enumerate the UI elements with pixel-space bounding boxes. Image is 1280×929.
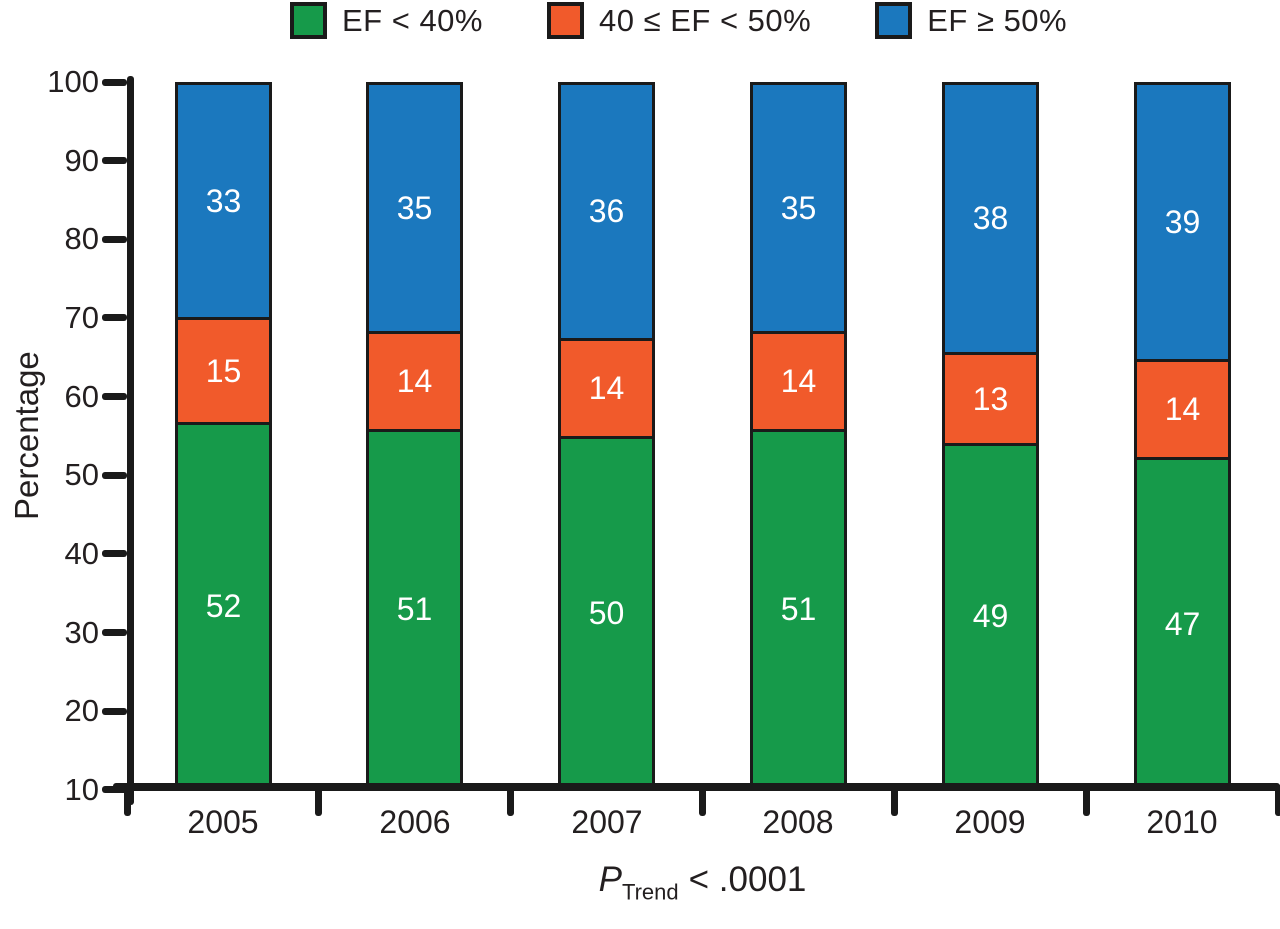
x-tick-label-2006: 2006: [379, 804, 451, 840]
x-tick-mark: [124, 785, 131, 816]
segment-ef-40-50: 14: [561, 337, 652, 436]
legend-swatch-blue-icon: [875, 2, 913, 39]
bar-2007: 36 14 50: [558, 82, 655, 790]
y-tick-mark: [102, 786, 127, 793]
bar-2006: 35 14 51: [366, 82, 463, 790]
segment-value-label: 35: [396, 189, 433, 226]
x-tick-mark: [891, 785, 898, 816]
y-axis-title: Percentage: [8, 351, 45, 521]
segment-value-label: 15: [205, 352, 242, 389]
p-symbol: P: [598, 860, 622, 899]
segment-value-label: 39: [1164, 203, 1201, 240]
segment-value-label: 47: [1164, 605, 1201, 642]
legend-item-ef-ge-50: EF ≥ 50%: [875, 2, 1067, 39]
segment-ef-40-50: 14: [369, 330, 460, 429]
bar-2008: 35 14 51: [750, 82, 847, 790]
segment-ef-ge-50: 35: [369, 85, 460, 331]
legend: EF < 40% 40 ≤ EF < 50% EF ≥ 50%: [290, 2, 1067, 39]
y-tick-mark: [102, 550, 127, 557]
x-tick-mark: [1275, 785, 1280, 816]
segment-value-label: 50: [588, 594, 625, 631]
legend-swatch-orange-icon: [547, 2, 584, 39]
x-tick-mark: [1083, 785, 1090, 816]
y-tick-label: 40: [64, 536, 99, 571]
segment-value-label: 13: [972, 380, 1009, 417]
x-tick-mark: [315, 785, 322, 816]
segment-value-label: 52: [205, 587, 242, 624]
x-tick-label-2007: 2007: [571, 804, 643, 840]
segment-ef-lt-40: 51: [753, 428, 844, 787]
segment-value-label: 14: [588, 370, 625, 407]
segment-ef-ge-50: 35: [753, 85, 844, 331]
p-subscript: Trend: [621, 879, 679, 905]
segment-value-label: 33: [205, 182, 242, 219]
y-tick-label: 20: [64, 693, 99, 728]
legend-swatch-green-icon: [290, 2, 327, 39]
y-tick-label: 10: [64, 772, 99, 807]
y-tick-label: 70: [64, 300, 99, 335]
y-tick-label: 30: [64, 615, 99, 650]
bar-2009: 38 13 49: [942, 82, 1039, 790]
segment-ef-lt-40: 50: [561, 435, 652, 787]
y-tick-mark: [102, 157, 127, 164]
bar-2005: 33 15 52: [175, 82, 272, 790]
y-tick-mark: [102, 79, 127, 86]
segment-ef-40-50: 15: [178, 316, 269, 422]
y-tick-mark: [102, 708, 127, 715]
segment-value-label: 14: [396, 363, 433, 400]
legend-label: EF < 40%: [342, 2, 483, 38]
segment-value-label: 38: [972, 200, 1009, 237]
segment-ef-ge-50: 36: [561, 85, 652, 338]
y-tick-mark: [102, 393, 127, 400]
p-value: < .0001: [688, 860, 807, 899]
segment-value-label: 36: [588, 193, 625, 230]
segment-value-label: 51: [396, 591, 433, 628]
y-tick-label: 100: [47, 64, 99, 99]
segment-ef-40-50: 14: [753, 330, 844, 429]
segment-value-label: 49: [972, 598, 1009, 635]
y-tick-mark: [102, 472, 127, 479]
segment-ef-40-50: 14: [1137, 358, 1228, 458]
segment-ef-lt-40: 47: [1137, 457, 1228, 787]
y-tick-mark: [102, 629, 127, 636]
y-tick-label: 60: [64, 379, 99, 414]
segment-ef-lt-40: 51: [369, 428, 460, 787]
y-tick-mark: [102, 236, 127, 243]
x-tick-label-2010: 2010: [1146, 804, 1218, 840]
x-tick-label-2009: 2009: [954, 804, 1026, 840]
segment-value-label: 35: [780, 189, 817, 226]
legend-item-ef-40-50: 40 ≤ EF < 50%: [547, 2, 811, 39]
segment-ef-ge-50: 38: [945, 85, 1036, 352]
y-axis-line: [127, 76, 134, 805]
x-tick-mark: [699, 785, 706, 816]
segment-ef-ge-50: 33: [178, 85, 269, 317]
segment-value-label: 14: [780, 363, 817, 400]
y-tick-label: 80: [64, 221, 99, 256]
y-tick-label: 50: [64, 457, 99, 492]
legend-item-ef-lt-40: EF < 40%: [290, 2, 483, 39]
p-trend-annotation: PTrend < .0001: [127, 860, 1278, 905]
x-tick-label-2005: 2005: [187, 804, 259, 840]
segment-ef-40-50: 13: [945, 351, 1036, 443]
segment-ef-ge-50: 39: [1137, 85, 1228, 359]
segment-value-label: 14: [1164, 391, 1201, 428]
segment-ef-lt-40: 49: [945, 443, 1036, 787]
y-tick-mark: [102, 314, 127, 321]
legend-label: 40 ≤ EF < 50%: [599, 2, 812, 38]
x-tick-mark: [507, 785, 514, 816]
legend-label: EF ≥ 50%: [927, 2, 1068, 38]
segment-value-label: 51: [780, 591, 817, 628]
x-tick-label-2008: 2008: [762, 804, 834, 840]
segment-ef-lt-40: 52: [178, 421, 269, 787]
bar-2010: 39 14 47: [1134, 82, 1231, 790]
y-tick-label: 90: [64, 143, 99, 178]
x-axis-line: [113, 783, 1280, 791]
plot-area: Percentage 100 90 80 70 60 50 40 30 20 1…: [8, 64, 1280, 840]
